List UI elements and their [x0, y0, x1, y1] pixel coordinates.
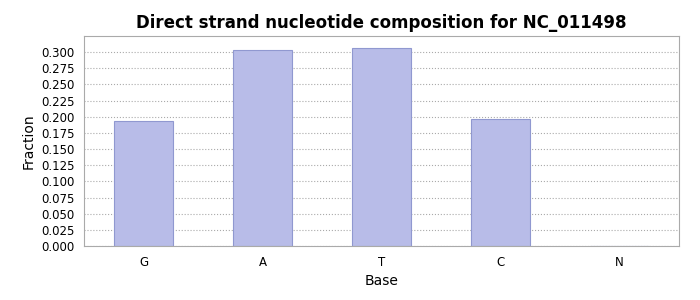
X-axis label: Base: Base	[365, 274, 398, 288]
Bar	[470, 119, 531, 246]
Bar	[232, 50, 293, 246]
Y-axis label: Fraction: Fraction	[21, 113, 35, 169]
Bar	[113, 121, 174, 246]
Title: Direct strand nucleotide composition for NC_011498: Direct strand nucleotide composition for…	[136, 14, 626, 32]
Bar	[351, 48, 412, 246]
